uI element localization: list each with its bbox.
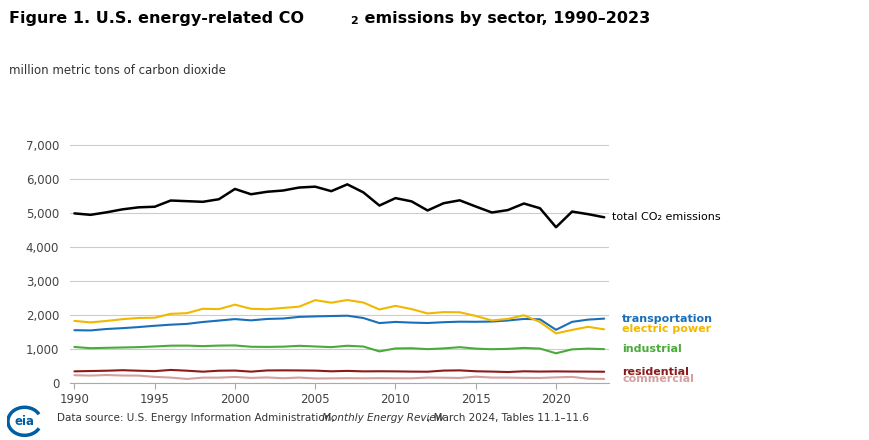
Text: commercial: commercial <box>621 374 693 384</box>
Text: emissions by sector, 1990–2023: emissions by sector, 1990–2023 <box>359 11 650 26</box>
Text: industrial: industrial <box>621 344 681 354</box>
Text: Data source: U.S. Energy Information Administration,: Data source: U.S. Energy Information Adm… <box>56 413 337 423</box>
Text: electric power: electric power <box>621 324 710 334</box>
Text: 2: 2 <box>349 16 357 26</box>
Text: transportation: transportation <box>621 314 713 324</box>
Text: Figure 1. U.S. energy-related CO: Figure 1. U.S. energy-related CO <box>9 11 303 26</box>
Text: , March 2024, Tables 11.1–11.6: , March 2024, Tables 11.1–11.6 <box>426 413 587 423</box>
Text: Monthly Energy Review: Monthly Energy Review <box>322 413 443 423</box>
Text: residential: residential <box>621 367 688 377</box>
Text: total CO₂ emissions: total CO₂ emissions <box>612 212 720 222</box>
Text: million metric tons of carbon dioxide: million metric tons of carbon dioxide <box>9 64 225 77</box>
Text: eia: eia <box>15 415 35 428</box>
